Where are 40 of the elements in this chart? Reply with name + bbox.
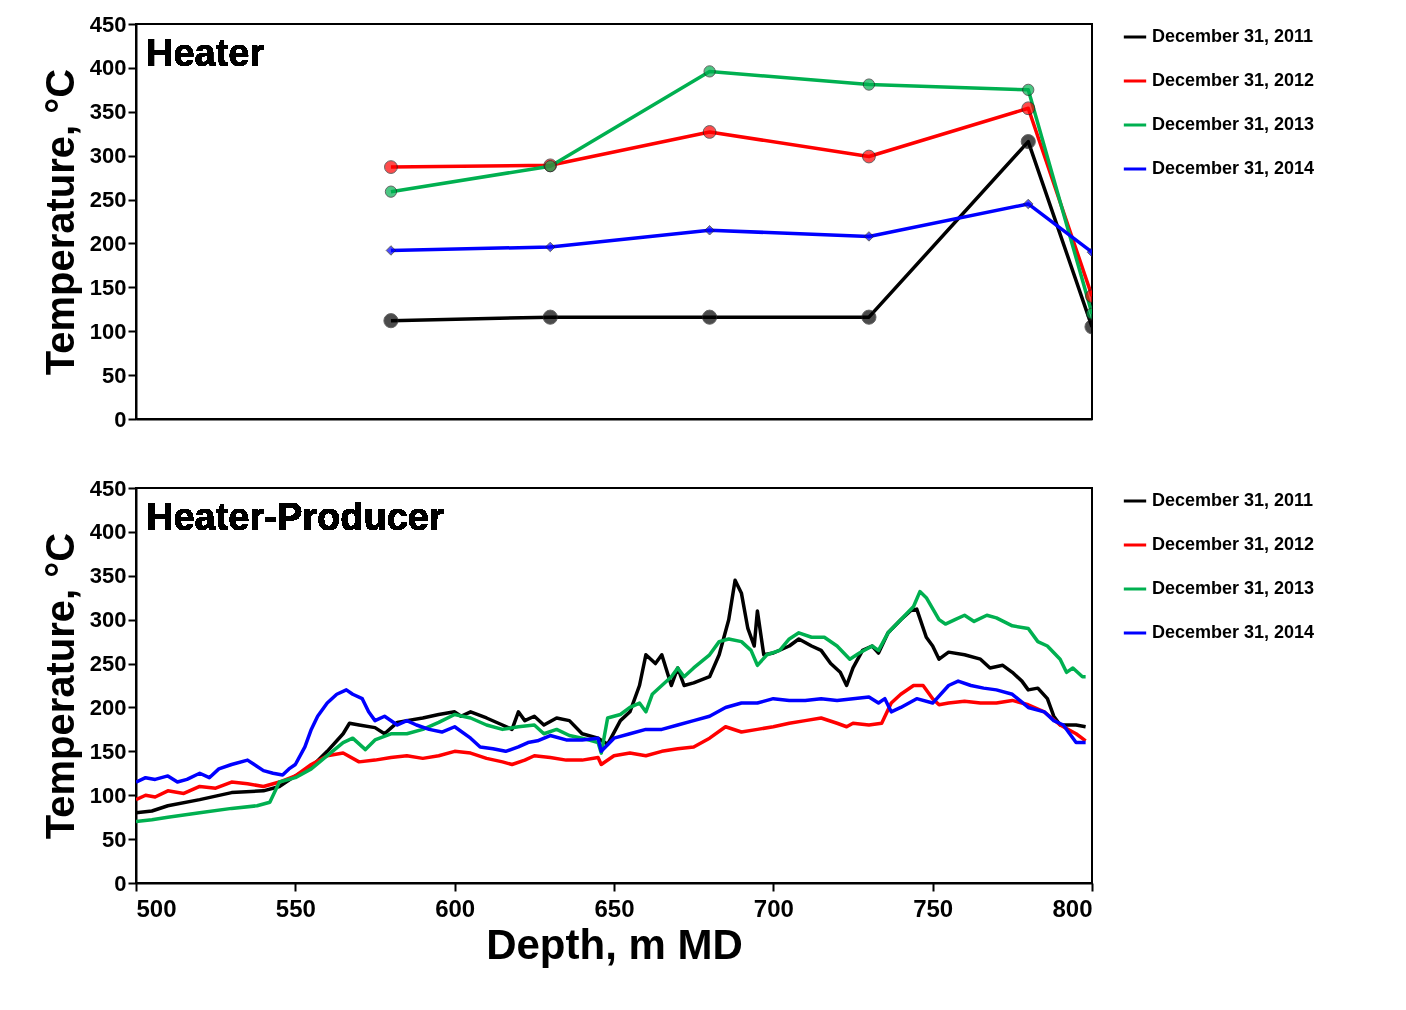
legend-label: December 31, 2013 [1152, 578, 1315, 598]
y-tick-label: 100 [89, 318, 127, 344]
legend-label: December 31, 2014 [1152, 158, 1315, 178]
x-tick-label: 800 [1052, 894, 1093, 922]
y-axis-title: Temperature, °C [37, 68, 82, 376]
legend-label: December 31, 2011 [1152, 26, 1314, 46]
y-tick-label: 150 [89, 738, 127, 764]
x-tick-label: 600 [435, 894, 476, 922]
x-axis-title: Depth, m MD [486, 920, 743, 968]
y-tick-label: 400 [89, 519, 127, 545]
x-tick-label: 550 [275, 894, 316, 922]
y-tick-label: 350 [89, 563, 127, 589]
y-tick-label: 0 [114, 870, 127, 896]
y-tick-label: 50 [102, 362, 127, 388]
y-tick-label: 300 [89, 607, 127, 633]
y-tick-label: 200 [89, 694, 127, 720]
x-tick-label: 700 [753, 894, 794, 922]
legend-label: December 31, 2012 [1152, 534, 1315, 554]
legend-label: December 31, 2014 [1152, 622, 1315, 642]
x-tick-label: 650 [594, 894, 635, 922]
legend-label: December 31, 2011 [1152, 490, 1314, 510]
x-tick-label: 750 [913, 894, 954, 922]
y-tick-label: 400 [89, 55, 127, 81]
x-tick-label: 500 [136, 894, 177, 922]
legend-label: December 31, 2013 [1152, 114, 1315, 134]
chart-title: Heater-Producer [146, 496, 444, 538]
y-axis-title: Temperature, °C [37, 532, 82, 840]
y-tick-label: 300 [89, 143, 127, 169]
y-tick-label: 50 [102, 826, 127, 852]
y-tick-label: 250 [89, 651, 127, 677]
y-tick-label: 350 [89, 99, 127, 125]
y-tick-label: 150 [89, 274, 127, 300]
legend-label: December 31, 2012 [1152, 70, 1315, 90]
y-tick-label: 100 [89, 782, 127, 808]
y-tick-label: 0 [114, 406, 127, 432]
y-tick-label: 200 [89, 230, 127, 256]
y-tick-label: 450 [89, 475, 127, 501]
y-tick-label: 450 [89, 11, 127, 37]
y-tick-label: 250 [89, 187, 127, 213]
chart-title: Heater [146, 32, 265, 74]
